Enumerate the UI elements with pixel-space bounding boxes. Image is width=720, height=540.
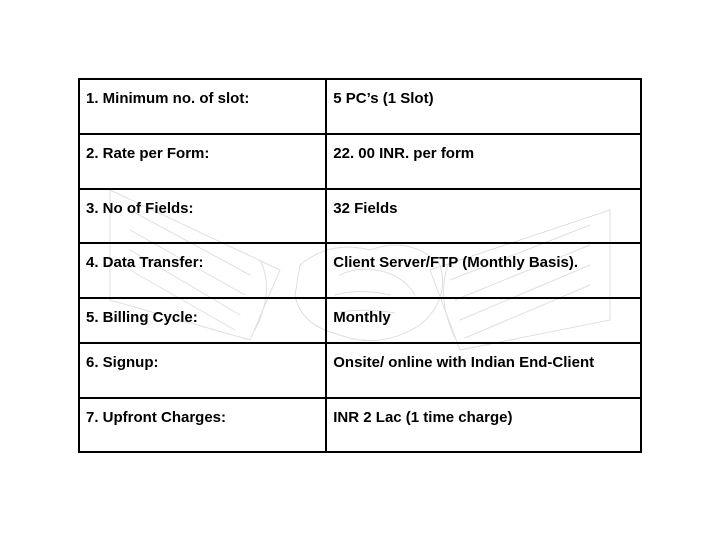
cell-label: 3. No of Fields: [79, 189, 326, 244]
table-row: 3. No of Fields: 32 Fields [79, 189, 641, 244]
table-row: 4. Data Transfer: Client Server/FTP (Mon… [79, 243, 641, 298]
cell-label: 2. Rate per Form: [79, 134, 326, 189]
table-row: 5. Billing Cycle: Monthly [79, 298, 641, 343]
specs-table: 1. Minimum no. of slot: 5 PC’s (1 Slot) … [78, 78, 642, 453]
table-row: 2. Rate per Form: 22. 00 INR. per form [79, 134, 641, 189]
cell-label: 5. Billing Cycle: [79, 298, 326, 343]
cell-label: 1. Minimum no. of slot: [79, 79, 326, 134]
cell-label: 7. Upfront Charges: [79, 398, 326, 453]
table-row: 7. Upfront Charges: INR 2 Lac (1 time ch… [79, 398, 641, 453]
cell-value: INR 2 Lac (1 time charge) [326, 398, 641, 453]
cell-value: Client Server/FTP (Monthly Basis). [326, 243, 641, 298]
cell-label: 4. Data Transfer: [79, 243, 326, 298]
table-row: 1. Minimum no. of slot: 5 PC’s (1 Slot) [79, 79, 641, 134]
specs-table-container: 1. Minimum no. of slot: 5 PC’s (1 Slot) … [78, 78, 642, 453]
cell-value: 22. 00 INR. per form [326, 134, 641, 189]
cell-value: 5 PC’s (1 Slot) [326, 79, 641, 134]
cell-value: 32 Fields [326, 189, 641, 244]
cell-label: 6. Signup: [79, 343, 326, 398]
table-row: 6. Signup: Onsite/ online with Indian En… [79, 343, 641, 398]
cell-value: Monthly [326, 298, 641, 343]
cell-value: Onsite/ online with Indian End-Client [326, 343, 641, 398]
